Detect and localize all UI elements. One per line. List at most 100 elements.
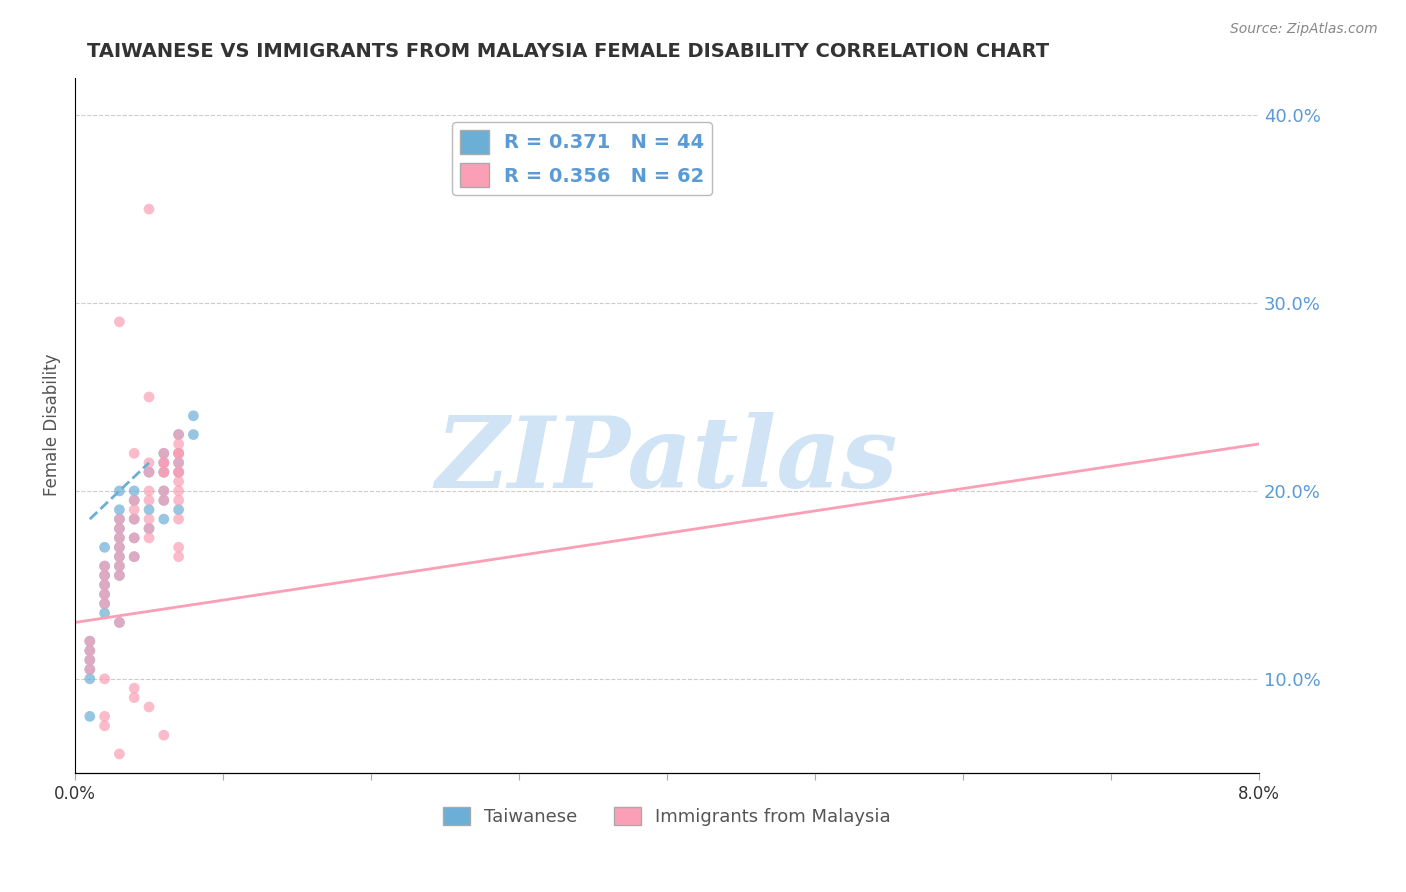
Point bbox=[108, 549, 131, 564]
Point bbox=[153, 465, 176, 479]
Point bbox=[93, 541, 115, 555]
Point bbox=[153, 483, 176, 498]
Point bbox=[122, 512, 145, 526]
Point bbox=[122, 690, 145, 705]
Point bbox=[93, 578, 115, 592]
Point bbox=[108, 541, 131, 555]
Point bbox=[138, 456, 160, 470]
Point bbox=[167, 483, 190, 498]
Point bbox=[153, 446, 176, 460]
Point bbox=[122, 502, 145, 516]
Point bbox=[153, 456, 176, 470]
Point bbox=[108, 615, 131, 630]
Point bbox=[183, 427, 205, 442]
Point bbox=[93, 672, 115, 686]
Point bbox=[167, 549, 190, 564]
Point bbox=[108, 521, 131, 535]
Point bbox=[93, 568, 115, 582]
Point bbox=[153, 483, 176, 498]
Point bbox=[138, 465, 160, 479]
Point bbox=[153, 512, 176, 526]
Point bbox=[138, 700, 160, 714]
Point bbox=[167, 456, 190, 470]
Point bbox=[79, 653, 101, 667]
Point bbox=[138, 521, 160, 535]
Point bbox=[138, 390, 160, 404]
Point bbox=[167, 427, 190, 442]
Point bbox=[108, 483, 131, 498]
Point bbox=[167, 465, 190, 479]
Point bbox=[108, 541, 131, 555]
Y-axis label: Female Disability: Female Disability bbox=[44, 354, 60, 497]
Point bbox=[122, 531, 145, 545]
Point bbox=[108, 531, 131, 545]
Point bbox=[93, 597, 115, 611]
Point bbox=[138, 483, 160, 498]
Point bbox=[93, 606, 115, 620]
Point bbox=[183, 409, 205, 423]
Point bbox=[93, 587, 115, 601]
Legend: Taiwanese, Immigrants from Malaysia: Taiwanese, Immigrants from Malaysia bbox=[436, 799, 898, 833]
Point bbox=[79, 653, 101, 667]
Point bbox=[153, 465, 176, 479]
Point bbox=[138, 493, 160, 508]
Point bbox=[153, 728, 176, 742]
Point bbox=[138, 521, 160, 535]
Point bbox=[108, 747, 131, 761]
Point bbox=[93, 559, 115, 574]
Point bbox=[79, 634, 101, 648]
Point bbox=[167, 446, 190, 460]
Point bbox=[167, 427, 190, 442]
Point bbox=[167, 541, 190, 555]
Point bbox=[93, 719, 115, 733]
Point bbox=[108, 512, 131, 526]
Point bbox=[108, 315, 131, 329]
Text: Source: ZipAtlas.com: Source: ZipAtlas.com bbox=[1230, 22, 1378, 37]
Point bbox=[153, 456, 176, 470]
Point bbox=[138, 502, 160, 516]
Point bbox=[93, 578, 115, 592]
Point bbox=[108, 531, 131, 545]
Point bbox=[93, 568, 115, 582]
Point bbox=[108, 615, 131, 630]
Point bbox=[122, 446, 145, 460]
Point bbox=[93, 587, 115, 601]
Point bbox=[93, 709, 115, 723]
Point bbox=[167, 446, 190, 460]
Point bbox=[167, 475, 190, 489]
Point bbox=[79, 643, 101, 657]
Point bbox=[79, 672, 101, 686]
Point bbox=[108, 521, 131, 535]
Point bbox=[79, 662, 101, 676]
Point bbox=[167, 493, 190, 508]
Point bbox=[138, 531, 160, 545]
Point bbox=[122, 493, 145, 508]
Point bbox=[108, 568, 131, 582]
Point bbox=[153, 493, 176, 508]
Point bbox=[108, 502, 131, 516]
Point bbox=[153, 456, 176, 470]
Point bbox=[138, 202, 160, 216]
Point bbox=[108, 568, 131, 582]
Point bbox=[79, 643, 101, 657]
Point bbox=[108, 559, 131, 574]
Point bbox=[122, 549, 145, 564]
Point bbox=[167, 512, 190, 526]
Point bbox=[122, 531, 145, 545]
Point bbox=[153, 446, 176, 460]
Point bbox=[122, 483, 145, 498]
Point bbox=[122, 493, 145, 508]
Point bbox=[138, 465, 160, 479]
Point bbox=[108, 559, 131, 574]
Point bbox=[108, 549, 131, 564]
Text: ZIPatlas: ZIPatlas bbox=[436, 412, 898, 508]
Point bbox=[122, 681, 145, 696]
Point bbox=[79, 709, 101, 723]
Point bbox=[79, 662, 101, 676]
Point bbox=[93, 597, 115, 611]
Point bbox=[153, 493, 176, 508]
Point bbox=[167, 465, 190, 479]
Point bbox=[122, 512, 145, 526]
Point bbox=[167, 446, 190, 460]
Point bbox=[167, 465, 190, 479]
